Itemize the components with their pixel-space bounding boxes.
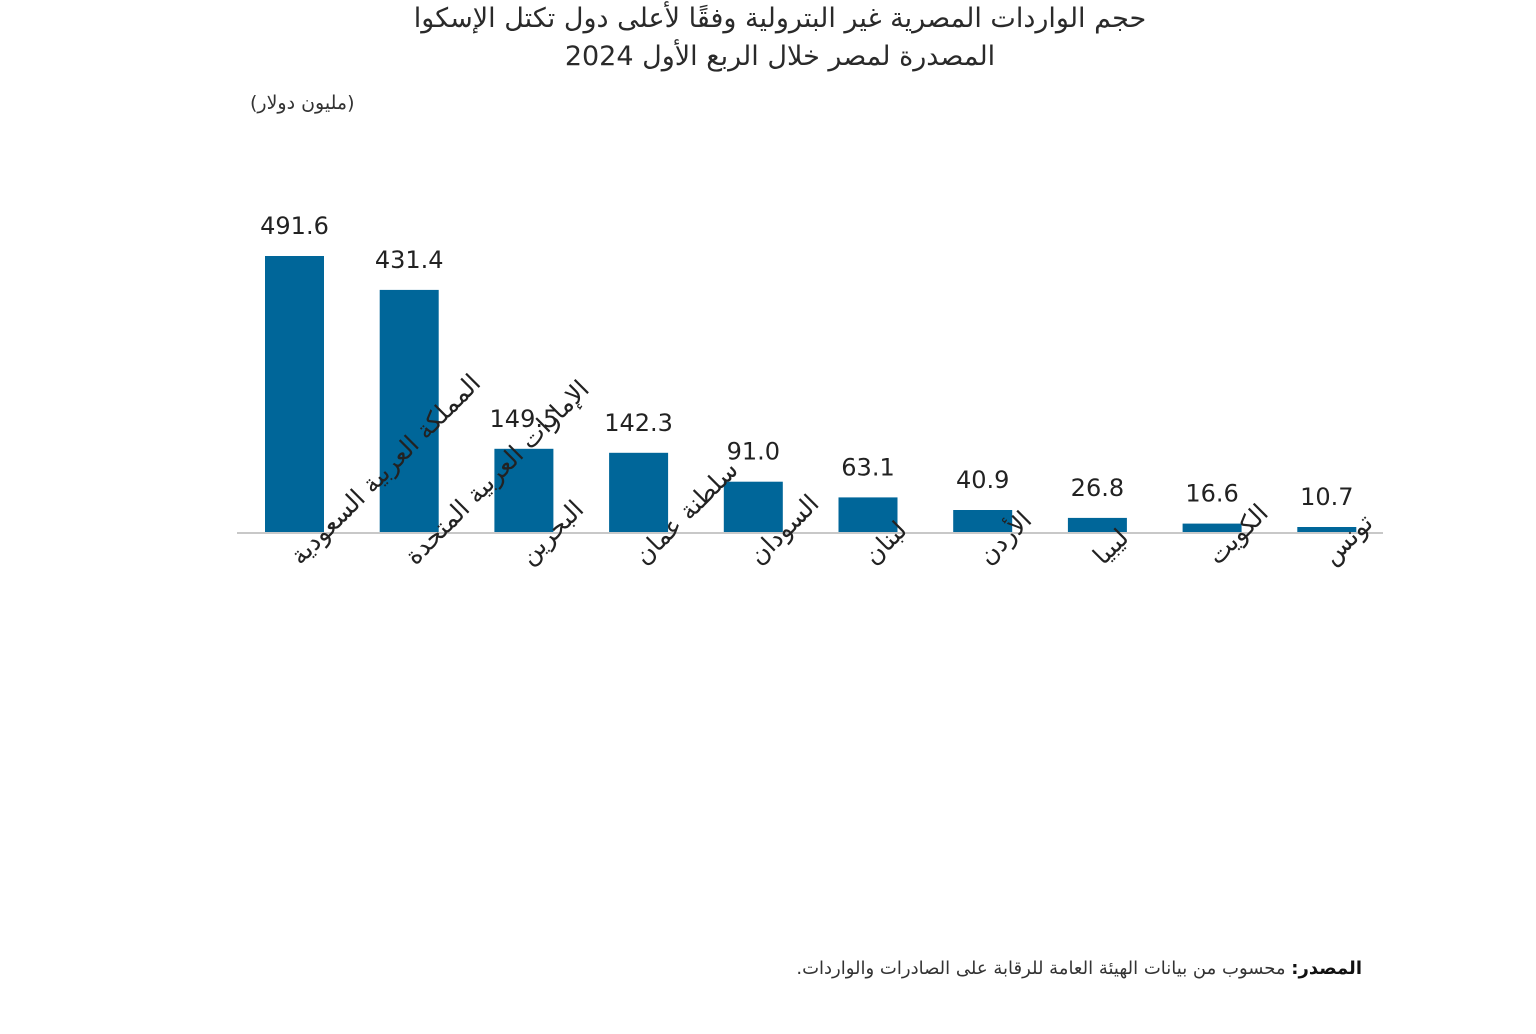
- value-label-1: 491.6: [260, 212, 329, 240]
- value-label-4: 142.3: [604, 409, 673, 437]
- source-note: المصدر: محسوب من بيانات الهيئة العامة لل…: [796, 958, 1362, 979]
- chart-title: حجم الواردات المصرية غير البترولية وفقًا…: [0, 0, 1536, 76]
- value-label-9: 16.6: [1185, 480, 1238, 508]
- value-labels-layer: 491.6 431.4 149.5 142.3 91.0 63.1 40.9 26.8 16.6…: [260, 212, 1353, 511]
- chart-title-line-1: حجم الواردات المصرية غير البترولية وفقًا…: [413, 3, 1147, 34]
- source-text: محسوب من بيانات الهيئة العامة للرقابة عل…: [796, 958, 1286, 979]
- source-label: المصدر:: [1291, 958, 1362, 979]
- value-label-6: 63.1: [841, 453, 894, 481]
- unit-label: (مليون دولار): [250, 92, 355, 114]
- category-label-9: الكويت: [1202, 498, 1274, 570]
- value-label-3: 149.5: [490, 405, 559, 433]
- bars-layer: [265, 256, 1357, 533]
- value-label-8: 26.8: [1071, 474, 1124, 502]
- bar-6: [838, 497, 898, 533]
- bar-4: [609, 452, 669, 533]
- value-label-2: 431.4: [375, 246, 444, 274]
- bar-10: [1297, 527, 1357, 533]
- bar-2: [379, 289, 439, 533]
- bar-5: [723, 481, 783, 533]
- bar-8: [1067, 517, 1127, 533]
- chart-title-line-2: المصدرة لمصر خلال الربع الأول 2024: [564, 41, 996, 72]
- bar-1: [265, 256, 324, 533]
- bar-9: [1182, 523, 1242, 533]
- category-label-10: تونس: [1317, 508, 1379, 570]
- value-label-7: 40.9: [956, 466, 1009, 494]
- bar-3: [494, 448, 554, 533]
- value-label-5: 91.0: [727, 438, 780, 466]
- value-label-10: 10.7: [1300, 483, 1353, 511]
- bar-7: [953, 510, 1013, 533]
